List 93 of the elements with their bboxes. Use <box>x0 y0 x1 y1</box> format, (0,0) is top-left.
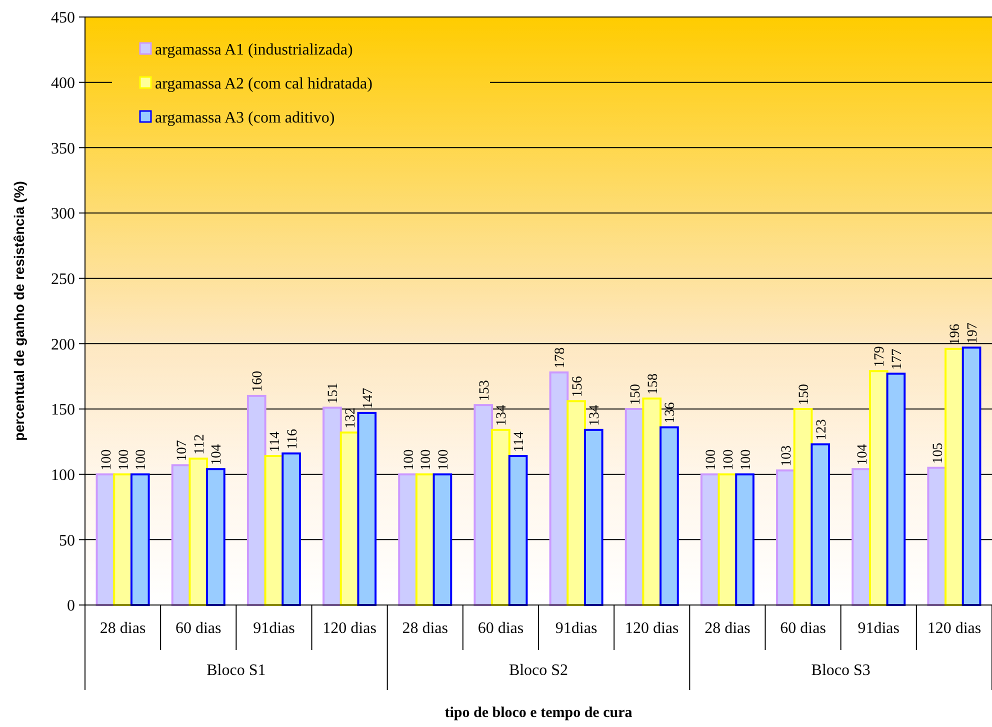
bar <box>810 443 830 606</box>
y-tick-label: 50 <box>59 532 75 550</box>
bar <box>432 473 452 606</box>
x-tick-label: 120 dias <box>927 620 982 637</box>
text: Bloco S1 <box>206 662 266 679</box>
bar <box>944 348 964 606</box>
data-label: 100 <box>402 449 417 470</box>
data-label: 100 <box>436 449 452 470</box>
bar <box>322 406 342 606</box>
bar <box>886 372 906 606</box>
data-label: 100 <box>419 449 434 470</box>
bar <box>282 452 301 606</box>
data-label: 104 <box>210 444 225 466</box>
bar <box>491 428 510 606</box>
bar <box>113 473 132 606</box>
bar <box>566 400 586 606</box>
data-label: 153 <box>477 380 492 402</box>
x-tick-label: 60 dias <box>478 620 524 637</box>
bar <box>584 428 604 606</box>
y-tick-label: 300 <box>51 206 75 223</box>
bar <box>962 346 982 606</box>
x-tick-label: 120 dias <box>624 620 679 637</box>
legend-label: argamassa A1 (industrializada) <box>155 42 353 59</box>
bar <box>398 473 418 606</box>
bar <box>700 473 720 606</box>
bar <box>130 473 150 606</box>
data-label: 112 <box>192 434 208 455</box>
bar <box>660 426 679 606</box>
data-label: 134 <box>494 404 510 426</box>
y-tick-label: 200 <box>51 336 75 354</box>
data-label: 196 <box>948 324 964 345</box>
bar <box>868 370 888 606</box>
data-label: 116 <box>285 428 300 450</box>
legend-label: argamassa A2 (com cal hidratada) <box>155 76 372 93</box>
x-tick-label: 60 dias <box>780 620 826 637</box>
bar <box>927 466 947 606</box>
data-label: 100 <box>134 449 150 470</box>
x-tick-label: 60 dias <box>175 620 222 637</box>
bar <box>776 469 796 606</box>
data-label: 158 <box>646 374 661 395</box>
data-label: 150 <box>628 384 644 405</box>
bar <box>852 468 871 606</box>
y-tick-label: 0 <box>67 598 75 615</box>
x-tick-label: 28 dias <box>704 620 750 637</box>
bar <box>474 404 494 606</box>
y-tick-label: 100 <box>51 466 75 484</box>
data-label: 100 <box>704 449 720 470</box>
text: Bloco S2 <box>508 662 568 679</box>
text: Bloco S3 <box>811 662 870 679</box>
x-axis-title: tipo de bloco e tempo de cura <box>444 705 633 721</box>
data-label: 147 <box>360 388 376 409</box>
data-label: 156 <box>570 376 586 398</box>
y-tick-label: 250 <box>51 270 75 288</box>
data-label: 104 <box>855 444 870 466</box>
y-axis-title: percentual de ganho de resistência (%) <box>11 181 27 441</box>
bar <box>357 412 377 606</box>
data-label: 105 <box>930 442 946 464</box>
bar <box>508 455 528 606</box>
bar <box>246 394 266 606</box>
data-label: 103 <box>780 445 795 466</box>
data-label: 114 <box>268 432 283 452</box>
data-label: 136 <box>663 402 678 424</box>
x-tick-label: 91dias <box>858 620 900 637</box>
data-label: 134 <box>588 404 603 426</box>
bar <box>188 458 208 606</box>
x-tick-label: 28 dias <box>402 620 448 637</box>
y-tick-label: 150 <box>51 402 75 419</box>
data-label: 107 <box>175 440 190 462</box>
x-tick-label: 91dias <box>555 620 598 637</box>
data-label: 100 <box>116 449 132 470</box>
data-label: 123 <box>814 419 830 440</box>
y-tick-label: 400 <box>51 74 75 92</box>
data-label: 177 <box>890 348 905 370</box>
data-label: 100 <box>721 449 736 470</box>
bar <box>642 398 662 606</box>
data-label: 151 <box>326 382 342 404</box>
bar <box>735 473 754 606</box>
data-label: 178 <box>552 347 568 368</box>
data-label: 114 <box>512 432 528 452</box>
x-tick-label: 120 dias <box>322 620 376 637</box>
bar <box>415 473 435 606</box>
legend-label: argamassa A3 (com aditivo) <box>155 110 335 127</box>
y-tick-label: 350 <box>51 140 75 158</box>
x-tick-label: 91dias <box>253 620 295 637</box>
data-label: 100 <box>99 449 114 470</box>
data-label: 100 <box>738 449 754 470</box>
data-label: 150 <box>797 384 812 405</box>
data-label: 179 <box>872 346 888 368</box>
data-label: 160 <box>250 370 266 392</box>
bar <box>206 468 226 606</box>
y-tick-label: 450 <box>51 10 75 27</box>
data-label: 197 <box>966 322 981 344</box>
x-tick-label: 28 dias <box>100 620 146 637</box>
